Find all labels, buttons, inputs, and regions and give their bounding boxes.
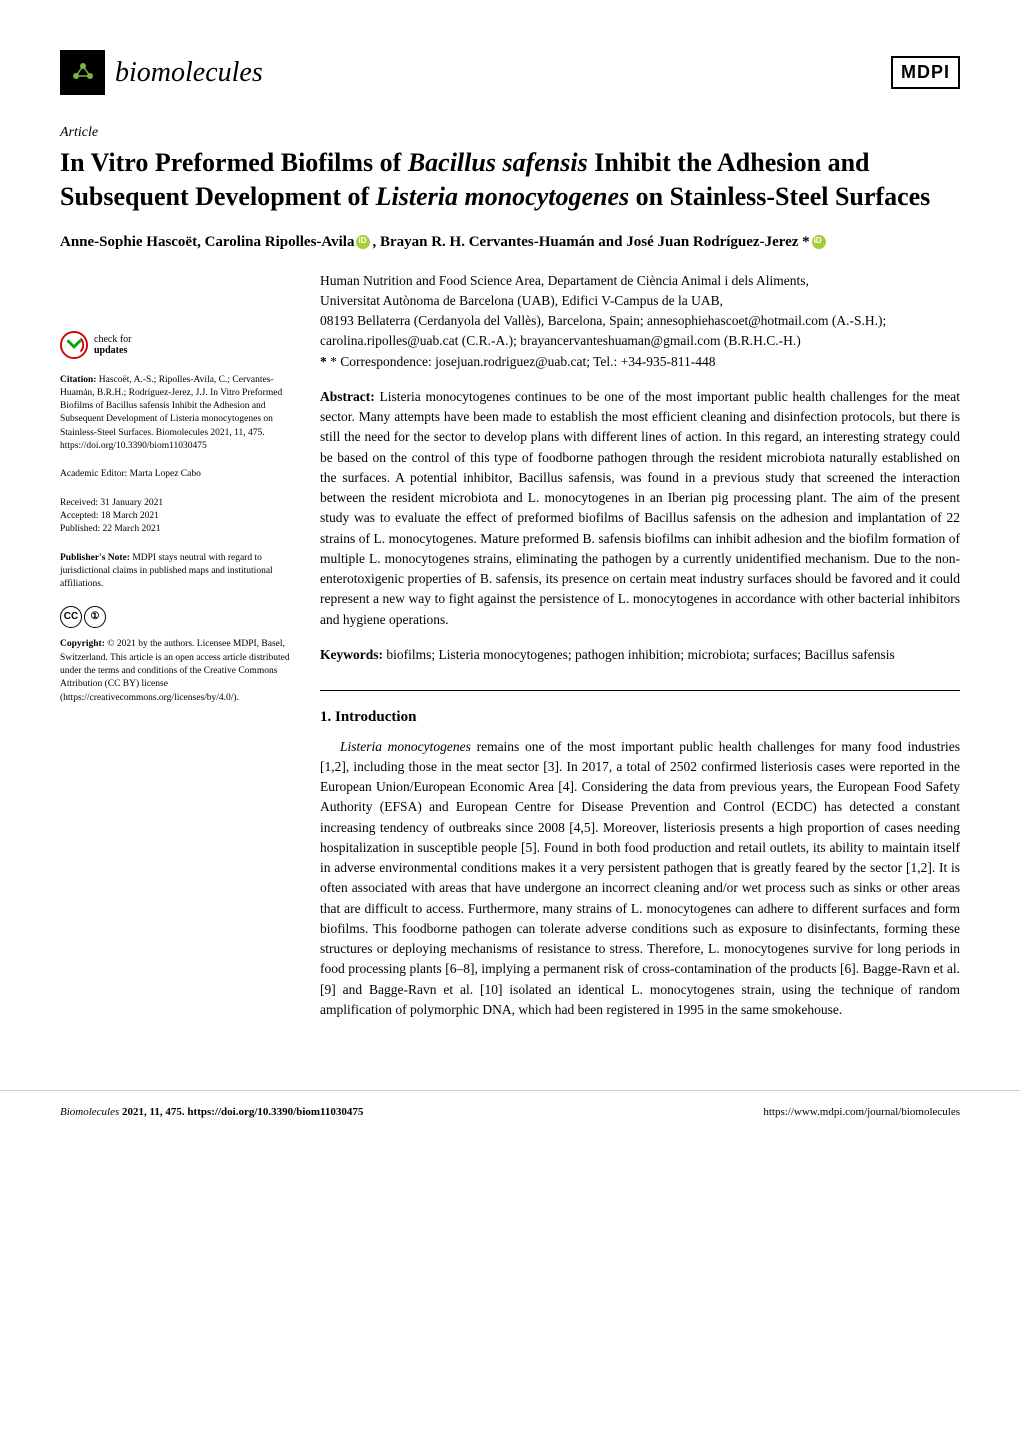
author-list: Anne-Sophie Hascoët, Carolina Ripolles-A… [60, 234, 960, 251]
footer-right[interactable]: https://www.mdpi.com/journal/biomolecule… [763, 1106, 960, 1118]
received-date: Received: 31 January 2021 [60, 497, 290, 510]
intro-paragraph-1: Listeria monocytogenes remains one of th… [320, 737, 960, 1021]
affiliation-emails: carolina.ripolles@uab.cat (C.R.-A.); bra… [320, 331, 960, 351]
journal-logo-icon [60, 50, 105, 95]
main-content: Human Nutrition and Food Science Area, D… [320, 271, 960, 1021]
check-updates-icon [60, 331, 88, 359]
copyright-label: Copyright: [60, 639, 105, 649]
publisher-logo: MDPI [891, 56, 960, 89]
title-part-1: In Vitro Preformed Biofilms of [60, 148, 408, 177]
check-line-2: updates [94, 345, 131, 356]
copyright-block: Copyright: © 2021 by the authors. Licens… [60, 638, 290, 704]
citation-label: Citation: [60, 375, 96, 385]
journal-brand: biomolecules [60, 50, 263, 95]
page-header: biomolecules MDPI [60, 50, 960, 95]
affiliation-univ: Universitat Autònoma de Barcelona (UAB),… [320, 291, 960, 311]
title-italic-2: Listeria monocytogenes [376, 182, 629, 211]
published-date: Published: 22 March 2021 [60, 523, 290, 536]
sidebar: check for updates Citation: Hascoët, A.-… [60, 271, 290, 1021]
article-title: In Vitro Preformed Biofilms of Bacillus … [60, 146, 960, 214]
footer-year-vol: 2021, 11, 475. https://doi.org/10.3390/b… [122, 1106, 363, 1118]
keywords-text: biofilms; Listeria monocytogenes; pathog… [386, 647, 894, 662]
orcid-icon [356, 235, 370, 249]
academic-editor: Academic Editor: Marta Lopez Cabo [60, 468, 290, 481]
footer-left: Biomolecules 2021, 11, 475. https://doi.… [60, 1106, 363, 1118]
check-line-1: check for [94, 334, 131, 345]
intro-text: remains one of the most important public… [320, 739, 960, 1017]
keywords-label: Keywords: [320, 647, 383, 662]
authors-part-1: Anne-Sophie Hascoët, Carolina Ripolles-A… [60, 234, 354, 250]
affiliation-corr: * * Correspondence: josejuan.rodriguez@u… [320, 352, 960, 372]
intro-italic-lead: Listeria monocytogenes [340, 739, 471, 754]
section-divider [320, 690, 960, 691]
cc-icon: CC [60, 606, 82, 628]
abstract-label: Abstract: [320, 389, 375, 404]
publisher-note: Publisher's Note: MDPI stays neutral wit… [60, 552, 290, 592]
footer-journal: Biomolecules [60, 1106, 122, 1118]
article-type: Article [60, 125, 960, 141]
accepted-date: Accepted: 18 March 2021 [60, 510, 290, 523]
correspondence-text: * Correspondence: josejuan.rodriguez@uab… [330, 354, 715, 369]
journal-name: biomolecules [115, 57, 263, 89]
check-updates-badge[interactable]: check for updates [60, 331, 290, 359]
citation-text: Hascoët, A.-S.; Ripolles-Avila, C.; Cerv… [60, 375, 282, 451]
check-updates-text: check for updates [94, 334, 131, 356]
cc-license-badge: CC ① [60, 606, 290, 628]
abstract-text: Listeria monocytogenes continues to be o… [320, 389, 960, 627]
title-part-3: on Stainless-Steel Surfaces [629, 182, 930, 211]
citation-block: Citation: Hascoët, A.-S.; Ripolles-Avila… [60, 374, 290, 454]
affiliation-block: Human Nutrition and Food Science Area, D… [320, 271, 960, 372]
affiliation-addr: 08193 Bellaterra (Cerdanyola del Vallès)… [320, 311, 960, 331]
section-1-heading: 1. Introduction [320, 706, 960, 729]
title-italic-1: Bacillus safensis [408, 148, 588, 177]
dates-block: Received: 31 January 2021 Accepted: 18 M… [60, 497, 290, 537]
orcid-icon [812, 235, 826, 249]
keywords-block: Keywords: biofilms; Listeria monocytogen… [320, 645, 960, 665]
authors-part-2: , Brayan R. H. Cervantes-Huamán and José… [372, 234, 809, 250]
abstract-block: Abstract: Listeria monocytogenes continu… [320, 387, 960, 630]
publisher-note-label: Publisher's Note: [60, 553, 130, 563]
page-footer: Biomolecules 2021, 11, 475. https://doi.… [0, 1090, 1020, 1133]
by-icon: ① [84, 606, 106, 628]
affiliation-dept: Human Nutrition and Food Science Area, D… [320, 271, 960, 291]
